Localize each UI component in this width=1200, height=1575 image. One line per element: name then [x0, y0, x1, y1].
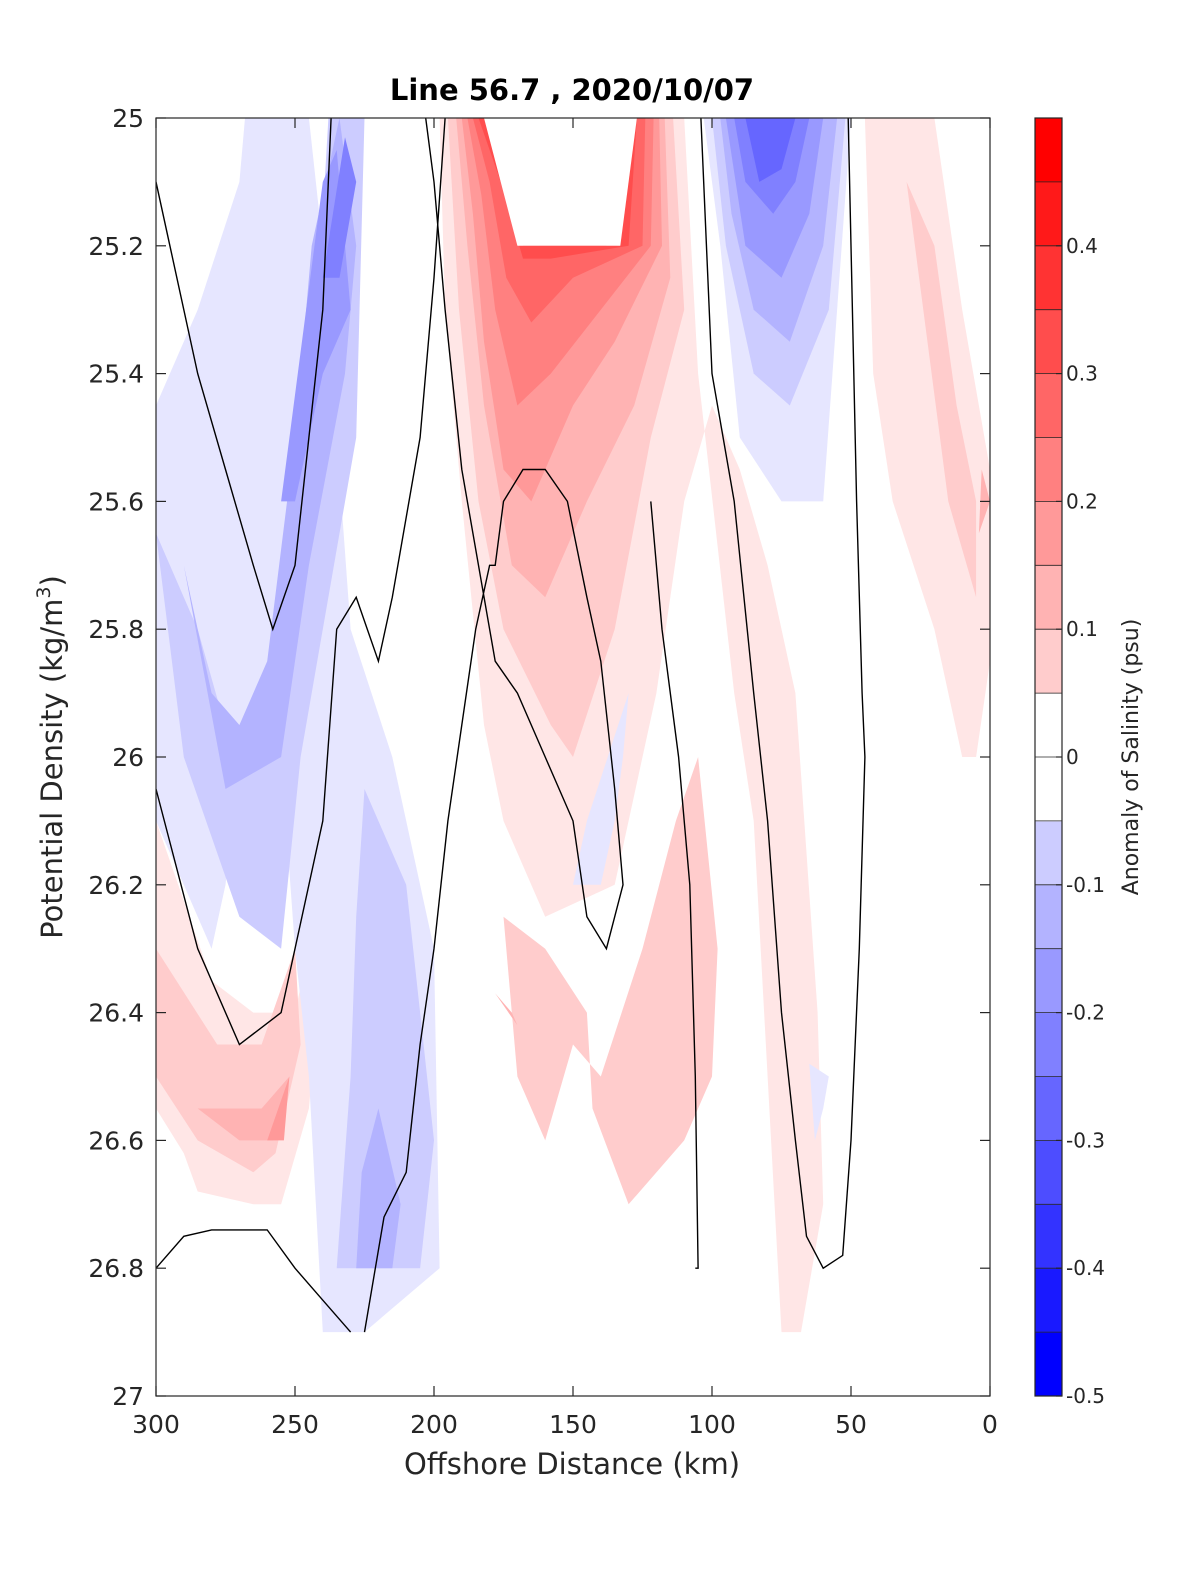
colorbar-band	[1035, 373, 1062, 438]
chart-title: Line 56.7 , 2020/10/07	[390, 73, 754, 107]
filled-region-16	[197, 1076, 290, 1141]
y-tick-label: 26.4	[88, 999, 144, 1028]
colorbar-band	[1035, 181, 1062, 247]
y-tick-label: 25.6	[88, 487, 144, 516]
colorbar-band	[1035, 1204, 1062, 1269]
y-axis-ticks: 25 25.2 25.4 25.6 25.8 26 26.2 26.4 26.6 26.8 27	[88, 104, 990, 1411]
x-tick-label: 100	[688, 1410, 736, 1439]
y-tick-label: 25.4	[88, 360, 144, 389]
y-tick-label: 26.6	[88, 1126, 144, 1155]
y-axis-label: Potential Density (kg/m3)	[33, 575, 69, 939]
filled-region-12	[906, 181, 977, 598]
colorbar-tick-label: -0.5	[1066, 1384, 1105, 1408]
colorbar-band	[1035, 501, 1062, 566]
y-tick-label: 26.8	[88, 1254, 144, 1283]
x-tick-label: 300	[132, 1410, 180, 1439]
zero-contour-4	[650, 501, 699, 1269]
zero-contour-1	[156, 118, 446, 1046]
zero-contour-lines	[156, 118, 866, 1333]
colorbar-tick-label: 0.2	[1066, 489, 1098, 513]
colorbar-band	[1035, 309, 1062, 375]
colorbar-band	[1035, 757, 1062, 822]
colorbar-tick-label: 0	[1066, 745, 1079, 769]
y-tick-label: 25	[112, 104, 144, 133]
x-tick-label: 0	[982, 1410, 998, 1439]
zero-contour-2	[156, 1229, 352, 1333]
filled-region-9	[503, 757, 718, 1205]
y-axis-label-text: Potential Density (kg/m	[35, 599, 69, 939]
filled-region-31	[573, 693, 629, 885]
filled-region-11	[864, 118, 990, 757]
filled-region-22	[322, 137, 357, 278]
colorbar-ticks: -0.5 -0.4 -0.3 -0.2 -0.1 0 0.1 0.2 0.3 0.4	[1035, 117, 1105, 1408]
masked-region	[484, 118, 637, 246]
colorbar-band	[1035, 629, 1062, 694]
colorbar-band	[1035, 693, 1062, 758]
filled-region-10	[495, 993, 518, 1026]
colorbar-band	[1035, 820, 1062, 886]
colorbar-band	[1035, 948, 1062, 1014]
y-axis-label-superscript: 3	[33, 586, 55, 598]
zero-contour-3	[363, 118, 624, 1333]
filled-region-32	[809, 1063, 829, 1141]
zero-contour-0	[156, 118, 332, 632]
colorbar-tick-label: 0.4	[1066, 234, 1098, 258]
zero-contour-5	[700, 118, 866, 1270]
colorbar-tick-label: 0.3	[1066, 362, 1098, 386]
colorbar-band	[1035, 1332, 1062, 1397]
colorbar-tick-label: -0.2	[1066, 1001, 1105, 1025]
colorbar-band	[1035, 118, 1062, 183]
colorbar-tick-label: -0.3	[1066, 1128, 1105, 1152]
x-tick-label: 200	[410, 1410, 458, 1439]
filled-region-23	[336, 789, 434, 1269]
y-tick-label: 26.2	[88, 871, 144, 900]
filled-region-19	[156, 118, 365, 949]
colorbar: -0.5 -0.4 -0.3 -0.2 -0.1 0 0.1 0.2 0.3 0.4 Anomal…	[1034, 117, 1144, 1408]
y-tick-label: 27	[112, 1382, 144, 1411]
x-tick-label: 250	[271, 1410, 319, 1439]
x-tick-label: 50	[835, 1410, 867, 1439]
colorbar-label: Anomaly of Salinity (psu)	[1119, 619, 1144, 896]
y-tick-label: 25.2	[88, 232, 144, 261]
x-axis-ticks: 300 250 200 150 100 50 0	[132, 118, 998, 1439]
y-tick-label: 25.8	[88, 615, 144, 644]
y-tick-label: 26	[112, 743, 144, 772]
plot-area: 300 250 200 150 100 50 0 2525.225.425.625.8262…	[88, 104, 998, 1439]
colorbar-band	[1035, 1076, 1062, 1141]
colorbar-band	[1035, 1268, 1062, 1333]
x-tick-label: 150	[549, 1410, 597, 1439]
colorbar-band	[1035, 1012, 1062, 1077]
filled-region-30	[745, 118, 796, 182]
colorbar-band	[1035, 437, 1062, 502]
colorbar-tick-label: -0.1	[1066, 873, 1105, 897]
x-axis-label: Offshore Distance (km)	[404, 1447, 740, 1481]
filled-region-24	[356, 1108, 401, 1269]
colorbar-band	[1035, 1140, 1062, 1205]
filled-region-17	[267, 1076, 290, 1141]
colorbar-tick-label: -0.4	[1066, 1256, 1105, 1280]
colorbar-bands	[1035, 118, 1062, 1397]
colorbar-band	[1035, 245, 1062, 311]
colorbar-tick-label: 0.1	[1066, 617, 1098, 641]
colorbar-band	[1035, 565, 1062, 630]
colorbar-band	[1035, 884, 1062, 950]
contour-fills	[156, 118, 990, 1333]
y-axis-label-close: )	[35, 575, 69, 586]
